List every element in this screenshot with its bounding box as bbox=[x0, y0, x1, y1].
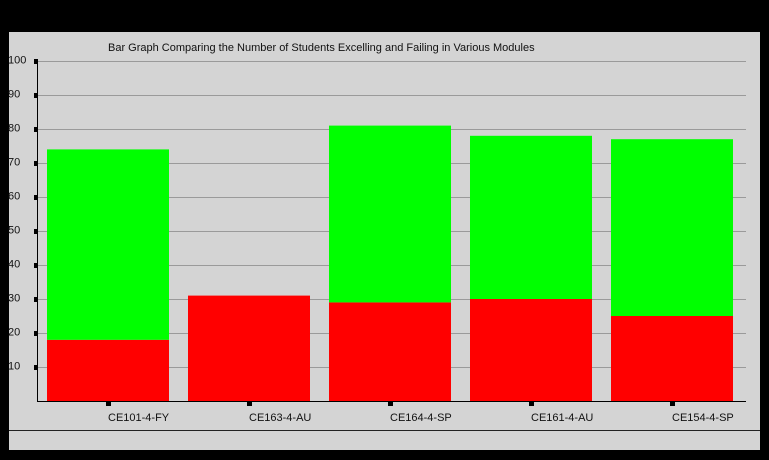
x-tick-mark-CE164-4-SP bbox=[388, 401, 393, 406]
x-tick-label-CE154-4-SP: CE154-4-SP bbox=[672, 412, 734, 424]
y-tick-label-70: 70 bbox=[8, 157, 20, 169]
y-tick-mark-60 bbox=[34, 195, 38, 200]
bar-CE164-4-SP-series-2 bbox=[329, 125, 451, 303]
bar-CE163-4-AU-series-1 bbox=[188, 295, 310, 401]
x-tick-label-CE163-4-AU: CE163-4-AU bbox=[249, 412, 311, 424]
bar-CE154-4-SP-series-1 bbox=[611, 316, 733, 401]
y-tick-label-100: 100 bbox=[8, 55, 26, 67]
status-divider bbox=[9, 430, 760, 431]
y-tick-label-30: 30 bbox=[8, 293, 20, 305]
y-axis-ticks: 10 20 30 40 50 60 70 80 90 100 bbox=[8, 55, 38, 373]
x-tick-mark-CE161-4-AU bbox=[529, 401, 534, 406]
y-tick-mark-30 bbox=[34, 297, 38, 302]
y-tick-label-20: 20 bbox=[8, 327, 20, 339]
y-tick-label-50: 50 bbox=[8, 225, 20, 237]
y-tick-label-80: 80 bbox=[8, 123, 20, 135]
bar-CE101-4-FY-series-2 bbox=[47, 149, 169, 340]
y-tick-mark-20 bbox=[34, 331, 38, 336]
y-tick-mark-90 bbox=[34, 93, 38, 98]
bar-CE161-4-AU-series-1 bbox=[470, 299, 592, 401]
y-tick-mark-10 bbox=[34, 365, 38, 370]
y-tick-mark-70 bbox=[34, 161, 38, 166]
x-tick-mark-CE101-4-FY bbox=[106, 401, 111, 406]
y-tick-mark-100 bbox=[34, 59, 38, 64]
x-tick-label-CE164-4-SP: CE164-4-SP bbox=[390, 412, 452, 424]
bar-CE154-4-SP-series-2 bbox=[611, 139, 733, 316]
x-tick-mark-CE154-4-SP bbox=[670, 401, 675, 406]
y-tick-label-90: 90 bbox=[8, 89, 20, 101]
y-tick-label-10: 10 bbox=[8, 361, 20, 373]
y-tick-mark-50 bbox=[34, 229, 38, 234]
bar-CE101-4-FY-series-1 bbox=[47, 339, 169, 401]
x-tick-mark-CE163-4-AU bbox=[247, 401, 252, 406]
x-axis-ticks: CE101-4-FY CE163-4-AU CE164-4-SP CE161-4-AU… bbox=[106, 401, 734, 424]
x-tick-label-CE101-4-FY: CE101-4-FY bbox=[108, 412, 170, 424]
x-tick-label-CE161-4-AU: CE161-4-AU bbox=[531, 412, 593, 424]
y-tick-mark-80 bbox=[34, 127, 38, 132]
bar-CE164-4-SP-series-1 bbox=[329, 302, 451, 401]
y-tick-label-40: 40 bbox=[8, 259, 20, 271]
bar-CE161-4-AU-series-2 bbox=[470, 135, 592, 299]
bars bbox=[47, 125, 733, 401]
y-tick-label-60: 60 bbox=[8, 191, 20, 203]
chart-title: Bar Graph Comparing the Number of Studen… bbox=[108, 42, 535, 54]
y-tick-mark-40 bbox=[34, 263, 38, 268]
